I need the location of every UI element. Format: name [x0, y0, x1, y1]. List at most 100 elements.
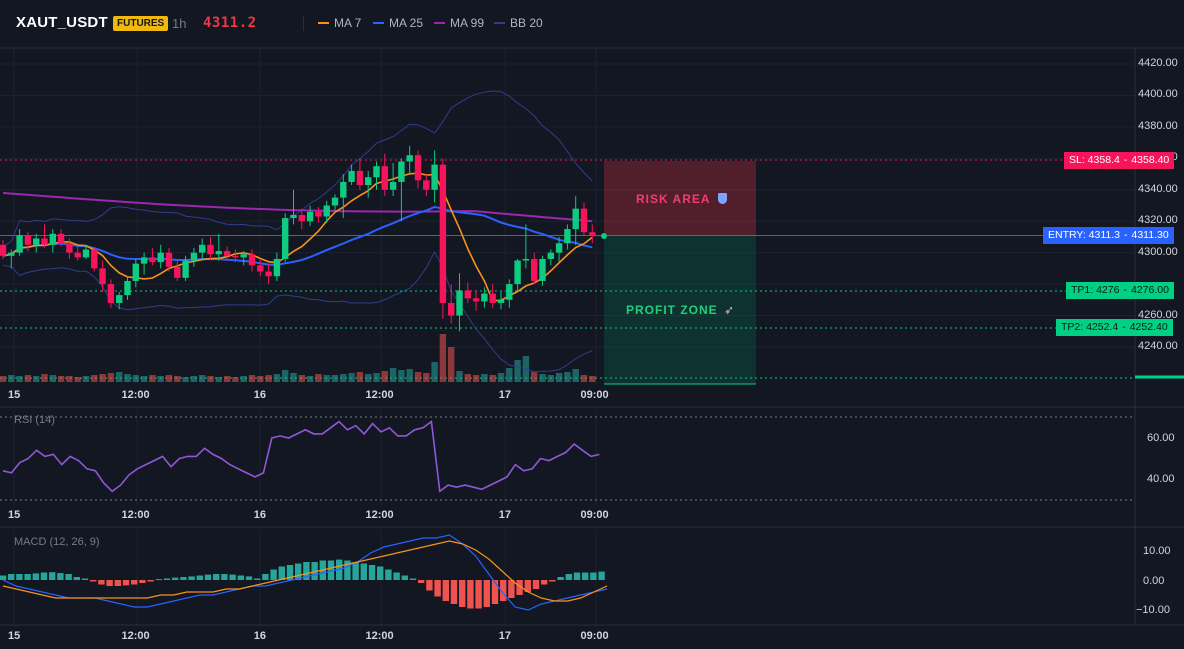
legend-ma99[interactable]: MA 99	[434, 16, 484, 30]
candle-body	[215, 251, 222, 255]
rsi-pane	[0, 416, 1135, 501]
candle-body	[389, 181, 397, 190]
candle-body	[381, 166, 388, 190]
macd-hist-bar	[180, 577, 187, 580]
candle-body	[398, 161, 405, 182]
volume-bar	[555, 373, 563, 382]
candle-body	[140, 257, 148, 264]
macd-hist-bar	[270, 569, 277, 580]
volume-bar	[389, 368, 397, 382]
volume-bar	[33, 376, 40, 382]
risk-area-text: RISK AREA	[636, 192, 728, 206]
time-tick: 09:00	[580, 509, 609, 521]
rocket-icon: ➶	[724, 303, 736, 317]
volume-bar	[589, 376, 596, 382]
macd-hist-bar	[245, 576, 253, 580]
macd-hist-bar	[122, 580, 130, 586]
volume-bar	[547, 375, 554, 382]
candle-body	[199, 244, 206, 253]
volume-bar	[257, 376, 264, 382]
macd-hist-bar	[360, 563, 367, 580]
tp1-label: TP1: 4276	[1071, 284, 1120, 296]
volume-bar	[472, 375, 480, 382]
volume-bar	[232, 377, 239, 382]
volume-bar	[514, 360, 521, 382]
macd-hist-bar	[557, 577, 564, 580]
macd-hist-bar	[377, 566, 384, 580]
volume-bar	[82, 376, 90, 382]
candle-body	[439, 164, 447, 303]
macd-hist-bar	[32, 573, 39, 580]
candle-body	[356, 170, 364, 186]
legend-ma99-label: MA 99	[450, 16, 485, 30]
candle-body	[348, 170, 355, 182]
macd-hist-bar	[532, 580, 540, 589]
ma25-line	[2, 205, 593, 266]
macd-hist-bar	[98, 580, 105, 585]
risk-zone	[604, 161, 756, 236]
macd-hist-bar	[188, 576, 195, 580]
candle-body	[580, 208, 588, 233]
volume-bar	[306, 376, 314, 382]
macd-hist-bar	[590, 572, 597, 580]
macd-hist-bar	[582, 572, 589, 580]
macd-hist-bar	[573, 572, 581, 580]
symbol-label[interactable]: XAUT_USDT	[16, 14, 108, 31]
macd-hist-bar	[549, 580, 556, 582]
volume-bar	[149, 375, 156, 382]
candle-body	[0, 244, 7, 256]
volume-bar	[132, 375, 139, 382]
macd-hist-bar	[483, 580, 490, 607]
volume-bar	[8, 375, 15, 382]
header-divider	[303, 16, 304, 31]
sl-tag: SL: 4358.4-4358.40	[1064, 152, 1175, 169]
volume-bar	[448, 347, 455, 382]
time-tick: 15	[8, 509, 21, 521]
candle-body	[91, 249, 98, 269]
volume-bar	[0, 376, 7, 382]
macd-hist-bar	[262, 574, 269, 580]
macd-hist-bar	[385, 569, 392, 580]
tp1-separator: -	[1123, 284, 1127, 296]
rsi-tick-60: 60.00	[1147, 432, 1175, 444]
macd-hist-bar	[467, 580, 474, 609]
entry-separator: -	[1124, 229, 1128, 241]
candle-body	[431, 164, 438, 190]
candle-body	[514, 260, 521, 285]
grid-lines	[0, 47, 1184, 626]
legend-ma25[interactable]: MA 25	[373, 16, 423, 30]
macd-hist-bar	[114, 580, 121, 586]
volume-bar	[373, 373, 380, 382]
volume-bar	[381, 371, 388, 382]
legend-bb20[interactable]: BB 20	[494, 16, 543, 30]
volume-bar	[199, 375, 206, 382]
time-tick: 12:00	[365, 389, 394, 401]
volume-bar	[190, 376, 198, 382]
candle-body	[331, 197, 339, 206]
interval-label[interactable]: 1h	[172, 16, 187, 31]
candle-body	[41, 238, 48, 245]
candle-body	[472, 298, 480, 302]
sl-label: SL: 4358.4	[1069, 154, 1120, 166]
volume-bar	[456, 371, 463, 382]
price-tick: 4380.00	[1138, 119, 1178, 132]
entry-tag: ENTRY: 4311.3-4311.30	[1043, 227, 1174, 244]
volume-bar	[331, 375, 339, 382]
candle-body	[190, 252, 198, 261]
price-tick: 4340.00	[1138, 182, 1178, 195]
ma99-line	[2, 191, 593, 223]
volume-bar	[265, 375, 272, 382]
time-tick: 15	[8, 389, 21, 401]
candle-body	[207, 244, 214, 255]
legend-ma7[interactable]: MA 7	[318, 16, 361, 30]
price-tick: 4400.00	[1138, 88, 1178, 101]
candle-body	[124, 280, 131, 296]
legend-bb20-label: BB 20	[510, 16, 543, 30]
macd-hist-bar	[327, 560, 335, 580]
time-tick: 15	[8, 630, 21, 642]
macd-hist-bar	[131, 580, 138, 585]
candle-body	[33, 238, 40, 245]
volume-bar	[248, 375, 256, 382]
candle-body	[448, 302, 455, 316]
